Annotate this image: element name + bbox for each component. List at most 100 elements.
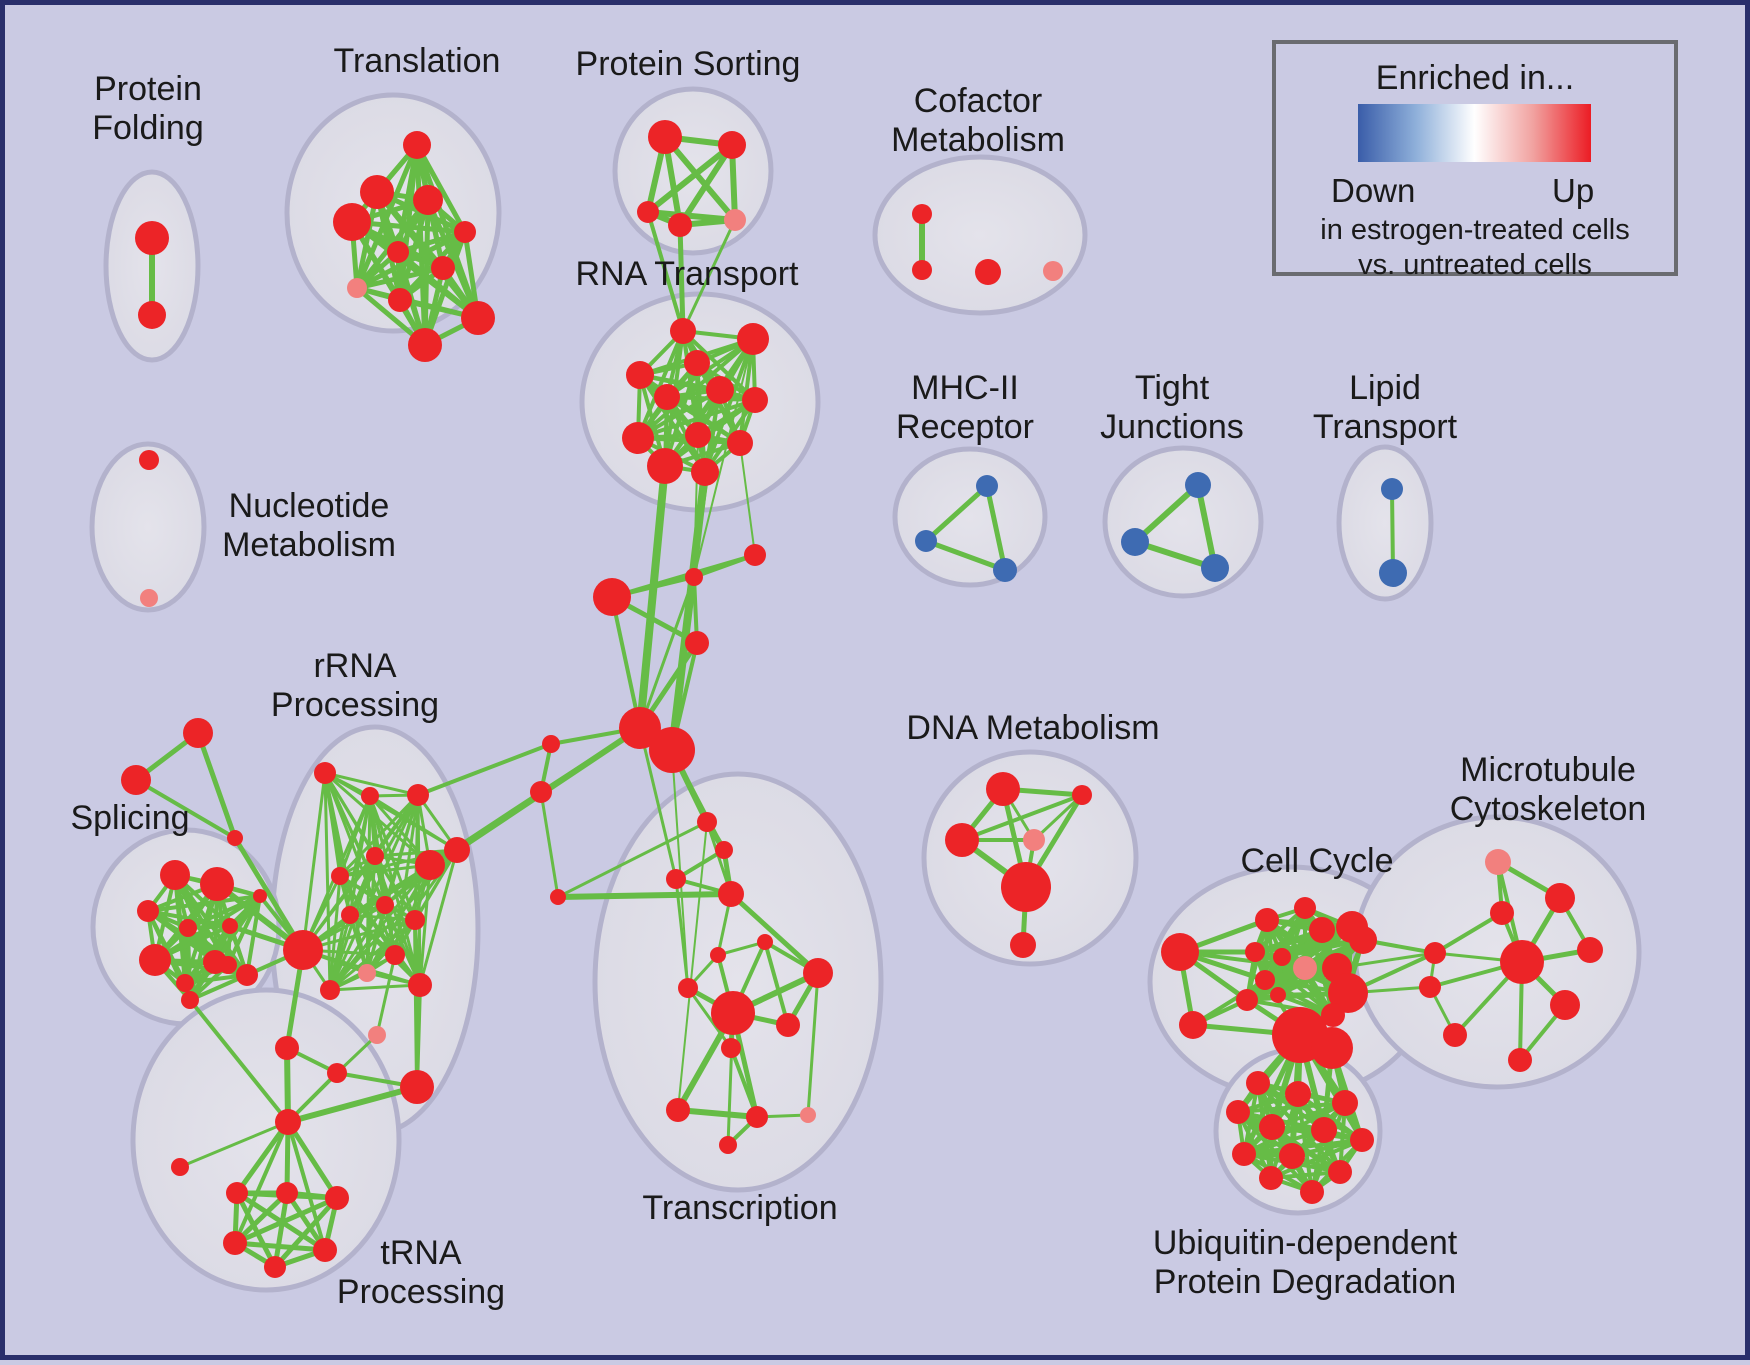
- splicing-node-10: [236, 964, 258, 986]
- cofactor-metabolism-node-0: [912, 204, 932, 224]
- protein-sorting-node-1: [718, 131, 746, 159]
- spine-node-1: [744, 544, 766, 566]
- ubiquitin-degradation-node-7: [1311, 1117, 1337, 1143]
- cross-cluster-edge: [1335, 951, 1437, 970]
- rrna-processing-edge: [373, 848, 459, 858]
- cross-cluster-edge: [232, 835, 306, 953]
- legend: Enriched in... Down Up in estrogen-treat…: [1272, 40, 1678, 281]
- rrna-processing-node-13: [385, 945, 405, 965]
- transcription-node-11: [666, 1098, 690, 1122]
- lipid-transport-edge: [1390, 487, 1395, 575]
- transcription-edge: [675, 1107, 760, 1120]
- rrna-processing-node-17: [400, 1070, 434, 1104]
- dna-metabolism-node-4: [1001, 862, 1051, 912]
- transcription-node-9: [776, 1013, 800, 1037]
- legend-up-label: Up: [1552, 172, 1595, 209]
- cluster-label-cofactor-metabolism: Cofactor Metabolism: [891, 82, 1065, 159]
- cross-cluster-edge: [556, 820, 709, 899]
- translation-node-10: [408, 328, 442, 362]
- microtubule-cytoskeleton-node-4: [1424, 942, 1446, 964]
- ubiquitin-degradation-edge: [1270, 1125, 1342, 1174]
- cross-cluster-edge: [693, 338, 754, 578]
- microtubule-cytoskeleton-node-7: [1550, 990, 1580, 1020]
- splicing-edge: [146, 894, 262, 913]
- transcription-node-5: [710, 947, 726, 963]
- dna-metabolism-node-0: [986, 772, 1020, 806]
- tight-junctions-node-0: [1185, 472, 1211, 498]
- ubiquitin-degradation-node-5: [1226, 1100, 1250, 1124]
- rna-transport-edge: [665, 395, 742, 445]
- protein-folding-node-1: [138, 301, 166, 329]
- splicing-node-2: [137, 900, 159, 922]
- ubiquitin-degradation-edge: [1242, 1128, 1326, 1156]
- cell-cycle-node-5: [1349, 926, 1377, 954]
- splicing-node-12: [183, 718, 213, 748]
- transcription-edge: [763, 940, 790, 1027]
- mhc-ii-receptor-edge: [984, 483, 1008, 573]
- cluster-label-translation: Translation: [334, 42, 501, 80]
- lipid-transport-node-1: [1379, 559, 1407, 587]
- rrna-processing-edge: [383, 848, 459, 907]
- cross-cluster-edge: [693, 434, 699, 578]
- rna-transport-node-9: [727, 430, 753, 456]
- spine-node-6: [542, 735, 560, 753]
- cluster-label-lipid-transport: Lipid Transport: [1313, 369, 1458, 446]
- rrna-processing-node-10: [405, 910, 425, 930]
- mhc-ii-receptor-node-1: [915, 530, 937, 552]
- splicing-node-4: [222, 918, 238, 934]
- tight-junctions-node-2: [1201, 554, 1229, 582]
- rrna-processing-node-15: [275, 1036, 299, 1060]
- transcription-edge: [729, 1046, 759, 1119]
- transcription-edge: [686, 986, 733, 1050]
- transcription-edge: [806, 971, 820, 1117]
- cluster-label-rna-transport: RNA Transport: [576, 255, 800, 293]
- translation-node-9: [461, 301, 495, 335]
- translation-node-4: [454, 221, 476, 243]
- cluster-label-rrna-processing: rRNA Processing: [271, 647, 439, 724]
- cross-cluster-edge: [668, 468, 709, 754]
- cell-cycle-node-13: [1328, 973, 1368, 1013]
- spine-node-8: [550, 889, 566, 905]
- cluster-label-tight-junctions: Tight Junctions: [1100, 369, 1244, 446]
- transcription-edge: [716, 940, 767, 957]
- ubiquitin-degradation-node-8: [1350, 1128, 1374, 1152]
- protein-sorting-node-0: [648, 120, 682, 154]
- cluster-label-protein-folding: Protein Folding: [92, 70, 204, 147]
- protein-sorting-edge: [645, 142, 735, 215]
- splicing-edge: [195, 730, 238, 841]
- transcription-node-6: [678, 978, 698, 998]
- splicing-node-8: [253, 889, 267, 903]
- translation-node-0: [403, 131, 431, 159]
- cell-cycle-node-6: [1245, 942, 1265, 962]
- mhc-ii-receptor-node-2: [993, 558, 1017, 582]
- rna-transport-node-0: [670, 318, 696, 344]
- tight-junctions-edge: [1132, 482, 1201, 545]
- cell-cycle-edge: [1245, 998, 1335, 1017]
- rna-transport-node-4: [706, 376, 734, 404]
- mhc-ii-receptor-ellipse: [892, 446, 1048, 588]
- trna-processing-node-3: [276, 1182, 298, 1204]
- cell-cycle-edge: [1191, 978, 1267, 1027]
- transcription-ellipse: [592, 771, 884, 1193]
- ubiquitin-degradation-node-1: [1311, 1027, 1353, 1069]
- trna-processing-node-6: [313, 1238, 337, 1262]
- translation-edge: [414, 142, 468, 235]
- splicing-node-13: [121, 765, 151, 795]
- trna-processing-edge: [234, 1119, 291, 1196]
- cell-cycle-node-1: [1255, 908, 1279, 932]
- protein-sorting-edge: [662, 134, 738, 223]
- cell-cycle-edge: [1253, 925, 1354, 954]
- cluster-label-protein-sorting: Protein Sorting: [576, 45, 801, 83]
- rna-transport-node-5: [654, 384, 680, 410]
- splicing-node-0: [160, 860, 190, 890]
- trna-processing-node-0: [275, 1109, 301, 1135]
- microtubule-cytoskeleton-edge: [1433, 911, 1504, 955]
- transcription-node-4: [757, 934, 773, 950]
- spine-node-0: [685, 568, 703, 586]
- splicing-node-11: [181, 991, 199, 1009]
- ubiquitin-degradation-node-11: [1328, 1160, 1352, 1184]
- rna-transport-edge: [636, 329, 685, 440]
- transcription-node-7: [803, 958, 833, 988]
